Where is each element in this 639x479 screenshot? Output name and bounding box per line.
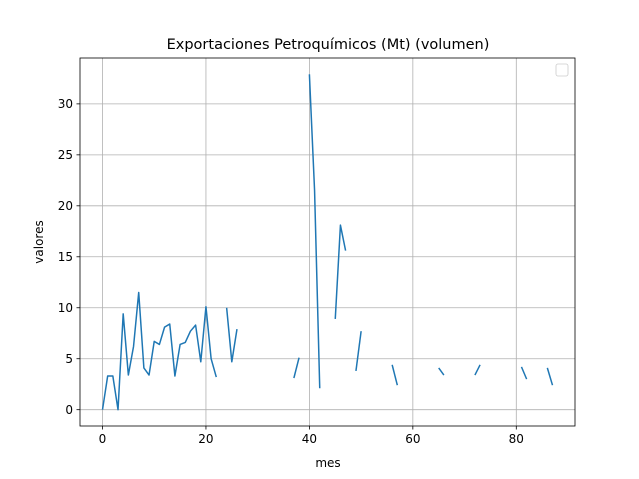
series-line — [438, 367, 445, 376]
y-tick-label: 25 — [58, 148, 73, 162]
series-line — [391, 364, 399, 386]
y-tick-label: 10 — [58, 301, 73, 315]
grid — [80, 58, 575, 426]
series-line — [293, 357, 300, 379]
x-tick-label: 80 — [509, 432, 524, 446]
series-line — [225, 307, 238, 363]
series-line — [474, 364, 481, 376]
legend-box — [555, 63, 569, 77]
series-line — [355, 331, 362, 372]
series-line — [334, 224, 347, 320]
y-tick-label: 0 — [65, 403, 73, 417]
series-line — [520, 366, 528, 380]
x-tick-label: 60 — [405, 432, 420, 446]
series-group — [101, 74, 554, 411]
plot-frame — [79, 57, 576, 427]
x-tick-label: 0 — [99, 432, 107, 446]
y-axis-label: valores — [32, 220, 46, 263]
y-tick-label: 30 — [58, 97, 73, 111]
y-tick-label: 5 — [65, 352, 73, 366]
x-axis-label: mes — [315, 456, 340, 470]
series-line — [546, 367, 554, 386]
x-tick-label: 20 — [198, 432, 213, 446]
series-line — [101, 291, 218, 411]
y-tick-label: 20 — [58, 199, 73, 213]
ticks: 0 20 40 60 80 0 5 10 15 20 25 30 — [58, 97, 524, 446]
series-line — [308, 74, 321, 389]
chart-title: Exportaciones Petroquímicos (Mt) (volume… — [167, 37, 490, 53]
x-tick-label: 40 — [302, 432, 317, 446]
y-tick-label: 15 — [58, 250, 73, 264]
